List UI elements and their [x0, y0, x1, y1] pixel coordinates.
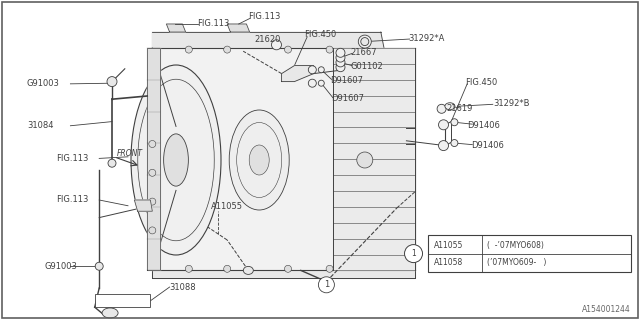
Circle shape: [336, 53, 345, 62]
Circle shape: [95, 262, 103, 270]
Polygon shape: [134, 200, 152, 211]
Circle shape: [451, 140, 458, 147]
Circle shape: [326, 46, 333, 53]
Text: D91607: D91607: [330, 76, 364, 85]
Ellipse shape: [445, 103, 455, 110]
Circle shape: [451, 119, 458, 126]
Polygon shape: [282, 66, 314, 82]
Circle shape: [285, 265, 291, 272]
Polygon shape: [333, 48, 415, 270]
Text: FIG.450: FIG.450: [465, 78, 497, 87]
Polygon shape: [152, 32, 384, 48]
Circle shape: [149, 140, 156, 148]
Circle shape: [308, 79, 316, 87]
Circle shape: [336, 63, 345, 72]
Circle shape: [107, 76, 117, 87]
Polygon shape: [152, 270, 415, 278]
Circle shape: [326, 265, 333, 272]
Circle shape: [149, 227, 156, 234]
Polygon shape: [166, 24, 186, 32]
Ellipse shape: [249, 145, 269, 175]
Circle shape: [358, 35, 371, 48]
Circle shape: [149, 198, 156, 205]
Circle shape: [186, 46, 192, 53]
Ellipse shape: [131, 65, 221, 255]
Text: 21620: 21620: [255, 35, 281, 44]
Circle shape: [361, 38, 369, 46]
Circle shape: [186, 265, 192, 272]
Text: A11055: A11055: [211, 202, 243, 211]
Text: 31292*B: 31292*B: [493, 100, 529, 108]
Circle shape: [357, 152, 372, 168]
Bar: [95, 294, 150, 307]
Text: 31088: 31088: [170, 283, 196, 292]
Polygon shape: [147, 48, 160, 270]
Text: FIG.113: FIG.113: [56, 154, 88, 163]
Circle shape: [336, 58, 345, 67]
Text: 31084: 31084: [27, 121, 53, 130]
Circle shape: [285, 46, 291, 53]
Text: FRONT: FRONT: [117, 149, 143, 158]
Text: G01102: G01102: [351, 62, 383, 71]
Text: G91003: G91003: [45, 262, 77, 271]
Circle shape: [108, 159, 116, 167]
Text: 21667: 21667: [351, 48, 378, 57]
Circle shape: [438, 140, 449, 151]
Circle shape: [224, 265, 230, 272]
Circle shape: [318, 80, 324, 86]
Circle shape: [271, 40, 282, 50]
Text: (  -’07MYO608): ( -’07MYO608): [488, 241, 545, 250]
Text: G91003: G91003: [27, 79, 60, 88]
Text: D91607: D91607: [332, 94, 365, 103]
Text: 1: 1: [411, 249, 416, 258]
Text: FIG.113: FIG.113: [197, 19, 230, 28]
Circle shape: [318, 67, 324, 73]
Text: FIG.450: FIG.450: [304, 30, 336, 39]
Text: 1: 1: [324, 280, 329, 289]
Ellipse shape: [164, 134, 188, 186]
Circle shape: [437, 104, 446, 113]
Circle shape: [336, 48, 345, 57]
Circle shape: [319, 277, 334, 293]
Text: FIG.113: FIG.113: [56, 196, 88, 204]
Bar: [428, 235, 631, 272]
Text: A11055: A11055: [433, 241, 463, 250]
Text: 31292*A: 31292*A: [408, 34, 445, 43]
Ellipse shape: [229, 110, 289, 210]
Text: A11058: A11058: [433, 258, 463, 267]
Text: (’07MYO609-   ): (’07MYO609- ): [488, 258, 547, 267]
Text: 21619: 21619: [447, 104, 473, 113]
Polygon shape: [227, 24, 250, 32]
Ellipse shape: [243, 266, 253, 274]
Circle shape: [404, 244, 422, 263]
Circle shape: [438, 120, 449, 130]
Ellipse shape: [102, 308, 118, 318]
Text: A154001244: A154001244: [582, 305, 630, 314]
Circle shape: [308, 66, 316, 74]
Text: FIG.113: FIG.113: [248, 12, 281, 21]
Text: D91406: D91406: [467, 121, 500, 130]
Polygon shape: [152, 48, 415, 270]
Circle shape: [224, 46, 230, 53]
Text: D91406: D91406: [471, 141, 504, 150]
Circle shape: [149, 169, 156, 176]
